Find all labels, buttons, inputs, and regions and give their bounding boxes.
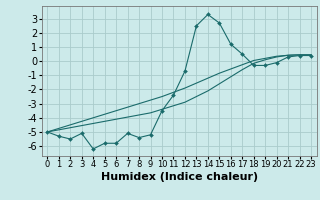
X-axis label: Humidex (Indice chaleur): Humidex (Indice chaleur) (100, 172, 258, 182)
